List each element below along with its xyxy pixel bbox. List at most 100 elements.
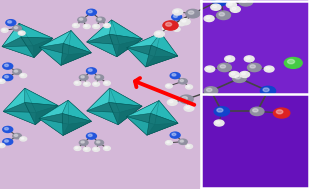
Circle shape bbox=[162, 26, 169, 30]
Polygon shape bbox=[109, 88, 142, 106]
Circle shape bbox=[219, 12, 224, 16]
Circle shape bbox=[186, 106, 190, 109]
Circle shape bbox=[3, 139, 13, 145]
Circle shape bbox=[239, 0, 253, 6]
Circle shape bbox=[240, 71, 250, 77]
Circle shape bbox=[95, 75, 104, 80]
Circle shape bbox=[156, 32, 160, 34]
Polygon shape bbox=[146, 45, 178, 67]
Polygon shape bbox=[68, 31, 91, 54]
Circle shape bbox=[168, 21, 176, 26]
Circle shape bbox=[229, 71, 239, 77]
Polygon shape bbox=[127, 33, 161, 48]
Circle shape bbox=[79, 18, 83, 20]
Polygon shape bbox=[109, 34, 142, 57]
Circle shape bbox=[215, 0, 222, 1]
Circle shape bbox=[170, 73, 180, 79]
Polygon shape bbox=[127, 48, 154, 67]
Circle shape bbox=[86, 68, 96, 74]
Polygon shape bbox=[19, 23, 53, 46]
Circle shape bbox=[0, 80, 2, 82]
Polygon shape bbox=[87, 88, 120, 112]
Circle shape bbox=[86, 9, 96, 15]
Polygon shape bbox=[2, 46, 34, 57]
Circle shape bbox=[104, 23, 110, 28]
Circle shape bbox=[186, 85, 193, 89]
Circle shape bbox=[18, 31, 25, 35]
Circle shape bbox=[2, 29, 5, 31]
Circle shape bbox=[186, 144, 193, 149]
Circle shape bbox=[169, 22, 173, 24]
Polygon shape bbox=[68, 100, 91, 124]
Bar bbox=[201, 95, 310, 189]
Circle shape bbox=[187, 145, 190, 147]
Polygon shape bbox=[39, 31, 71, 54]
Polygon shape bbox=[3, 88, 25, 112]
Polygon shape bbox=[61, 53, 91, 65]
Circle shape bbox=[8, 21, 11, 23]
Circle shape bbox=[164, 27, 166, 29]
Circle shape bbox=[81, 76, 84, 78]
Polygon shape bbox=[112, 20, 142, 45]
Polygon shape bbox=[126, 101, 159, 117]
Polygon shape bbox=[118, 106, 142, 125]
Circle shape bbox=[85, 25, 87, 27]
Circle shape bbox=[96, 17, 105, 22]
Circle shape bbox=[166, 22, 172, 26]
Circle shape bbox=[83, 82, 90, 86]
Circle shape bbox=[231, 73, 235, 75]
Circle shape bbox=[14, 134, 18, 136]
Circle shape bbox=[94, 83, 97, 84]
Polygon shape bbox=[19, 23, 53, 38]
Circle shape bbox=[214, 120, 224, 126]
Circle shape bbox=[205, 66, 215, 72]
Polygon shape bbox=[39, 114, 63, 136]
Polygon shape bbox=[110, 88, 142, 112]
Circle shape bbox=[186, 9, 200, 18]
Circle shape bbox=[88, 134, 92, 136]
Circle shape bbox=[96, 141, 100, 143]
Circle shape bbox=[0, 144, 2, 146]
Circle shape bbox=[167, 85, 170, 86]
Circle shape bbox=[20, 74, 27, 78]
Circle shape bbox=[179, 79, 187, 84]
Circle shape bbox=[228, 3, 232, 5]
Circle shape bbox=[182, 20, 186, 22]
Circle shape bbox=[94, 25, 97, 27]
Circle shape bbox=[253, 109, 258, 112]
Circle shape bbox=[180, 140, 184, 142]
Circle shape bbox=[96, 76, 100, 78]
Circle shape bbox=[170, 132, 180, 138]
Polygon shape bbox=[39, 31, 71, 47]
Circle shape bbox=[211, 4, 221, 10]
Polygon shape bbox=[87, 102, 118, 125]
Circle shape bbox=[5, 128, 8, 130]
Circle shape bbox=[95, 140, 104, 145]
Polygon shape bbox=[127, 33, 161, 57]
Circle shape bbox=[74, 24, 77, 26]
Circle shape bbox=[217, 108, 223, 112]
Circle shape bbox=[154, 31, 164, 37]
Circle shape bbox=[13, 69, 21, 74]
Circle shape bbox=[74, 146, 81, 150]
Polygon shape bbox=[39, 100, 68, 119]
Circle shape bbox=[173, 9, 183, 15]
Polygon shape bbox=[35, 106, 58, 125]
Circle shape bbox=[232, 74, 246, 82]
Polygon shape bbox=[146, 56, 178, 67]
Circle shape bbox=[166, 84, 172, 88]
Circle shape bbox=[0, 79, 5, 83]
Polygon shape bbox=[147, 113, 178, 135]
Circle shape bbox=[264, 66, 274, 72]
Circle shape bbox=[78, 17, 86, 22]
Polygon shape bbox=[33, 38, 53, 57]
Circle shape bbox=[241, 73, 246, 75]
Circle shape bbox=[172, 133, 176, 136]
Circle shape bbox=[180, 19, 190, 25]
Circle shape bbox=[273, 108, 290, 118]
Polygon shape bbox=[62, 114, 91, 136]
Circle shape bbox=[1, 28, 8, 32]
Circle shape bbox=[79, 75, 88, 80]
Circle shape bbox=[213, 5, 217, 8]
Circle shape bbox=[188, 11, 194, 14]
